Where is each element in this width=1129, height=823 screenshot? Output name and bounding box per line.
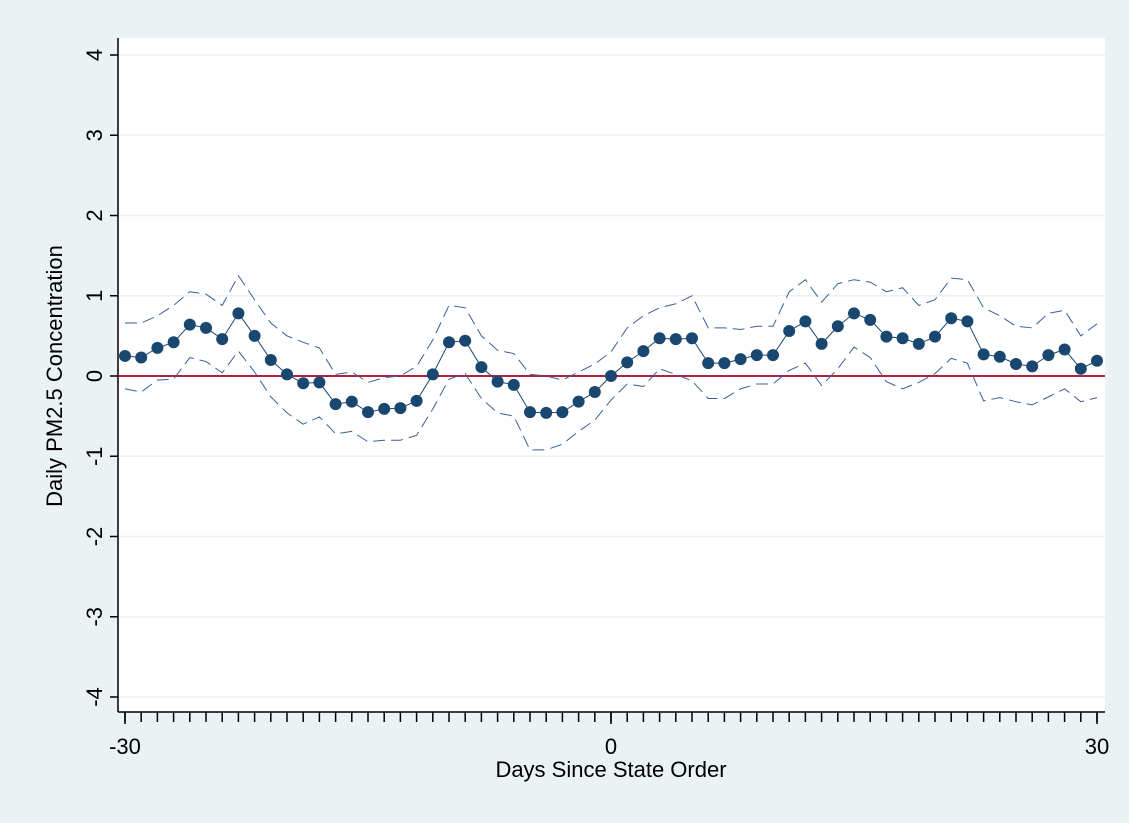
x-tick-label: 30	[1085, 734, 1109, 759]
estimate-point	[831, 320, 844, 333]
x-axis-title: Days Since State Order	[495, 757, 726, 782]
ci-lower-line	[124, 346, 1098, 451]
estimate-point	[248, 329, 261, 342]
estimate-point	[767, 349, 779, 362]
estimate-point	[119, 349, 131, 362]
estimate-point	[281, 368, 293, 381]
estimate-point	[669, 333, 682, 346]
estimate-point	[1058, 343, 1071, 356]
ci-upper-line	[125, 274, 1098, 383]
y-tick-label: 1	[82, 290, 107, 302]
estimate-point	[491, 375, 504, 388]
estimate-point	[459, 334, 472, 347]
estimate-point	[1026, 360, 1039, 373]
estimate-point	[588, 386, 601, 399]
estimate-point	[1091, 354, 1103, 367]
x-tick-label: 0	[605, 734, 617, 759]
estimate-point	[686, 332, 698, 345]
estimate-point	[345, 395, 358, 408]
y-tick-label: -1	[82, 446, 107, 466]
estimate-point	[864, 313, 877, 326]
estimate-point	[183, 318, 196, 331]
estimate-point	[1074, 362, 1087, 375]
estimate-point	[734, 353, 747, 366]
estimate-point	[378, 402, 391, 415]
estimate-point	[167, 336, 180, 349]
estimate-point	[896, 332, 909, 345]
estimate-point	[750, 349, 763, 362]
estimate-point	[426, 368, 439, 381]
estimate-point	[961, 315, 974, 328]
estimate-point	[621, 356, 634, 369]
estimate-point	[362, 406, 374, 419]
estimate-point	[297, 377, 310, 390]
y-tick-label: 4	[82, 49, 107, 61]
y-tick-label: -4	[82, 687, 107, 707]
estimate-point	[993, 350, 1006, 363]
estimate-point	[410, 394, 423, 407]
estimate-point	[637, 345, 650, 358]
estimate-point	[702, 357, 715, 370]
estimate-point	[880, 330, 893, 343]
estimate-point	[799, 315, 812, 328]
estimate-point	[151, 341, 164, 354]
estimate-point	[945, 312, 958, 325]
estimate-point	[216, 333, 229, 346]
y-tick-label: -3	[82, 607, 107, 627]
estimate-point	[815, 337, 828, 350]
estimate-point	[540, 406, 553, 419]
estimate-point	[135, 351, 148, 364]
estimate-point	[475, 361, 488, 374]
estimate-point	[653, 332, 666, 345]
y-axis-title: Daily PM2.5 Concentration	[42, 245, 67, 507]
estimate-point	[556, 406, 569, 419]
estimate-point	[329, 398, 342, 411]
y-tick-label: 2	[82, 209, 107, 221]
estimate-point	[443, 336, 455, 349]
estimate-point	[783, 325, 796, 338]
y-tick-label: 0	[82, 370, 107, 382]
estimate-point	[507, 378, 520, 391]
estimate-point	[264, 353, 277, 366]
x-tick-label: -30	[109, 734, 141, 759]
estimate-point	[1042, 349, 1055, 362]
estimate-point	[848, 307, 860, 320]
estimate-point	[1010, 357, 1022, 370]
estimate-point	[929, 330, 941, 343]
estimate-point	[718, 357, 731, 370]
estimate-point	[313, 376, 326, 389]
estimate-point	[394, 402, 407, 415]
estimate-point	[200, 321, 212, 334]
estimate-point	[524, 406, 536, 419]
estimate-point	[232, 307, 245, 320]
y-tick-label: -2	[82, 527, 107, 547]
estimate-point	[605, 370, 617, 382]
estimate-point	[977, 348, 990, 361]
y-tick-label: 3	[82, 129, 107, 141]
estimate-point	[912, 337, 925, 350]
estimate-point	[572, 395, 585, 408]
